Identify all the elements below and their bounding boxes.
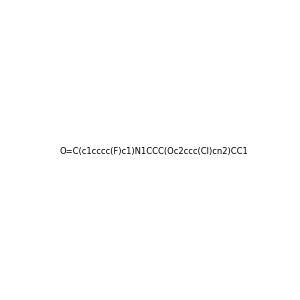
Text: O=C(c1cccc(F)c1)N1CCC(Oc2ccc(Cl)cn2)CC1: O=C(c1cccc(F)c1)N1CCC(Oc2ccc(Cl)cn2)CC1 bbox=[59, 147, 248, 156]
